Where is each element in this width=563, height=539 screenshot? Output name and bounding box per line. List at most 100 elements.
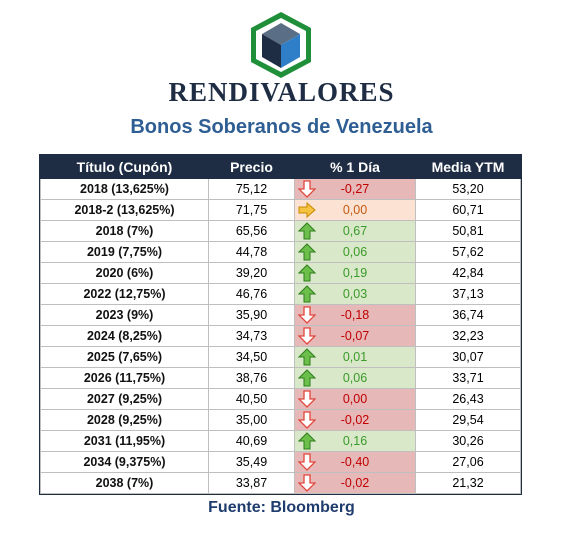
bond-change-cell: 0,16 [294, 430, 416, 452]
bond-change: -0,07 [340, 329, 370, 343]
bond-ytm: 37,13 [415, 283, 521, 305]
bond-change-cell: -0,27 [294, 178, 416, 200]
bond-price: 75,12 [208, 178, 295, 200]
bond-title: 2024 (8,25%) [40, 325, 209, 347]
bond-price: 40,69 [208, 430, 295, 452]
bond-ytm: 29,54 [415, 409, 521, 431]
bond-price: 44,78 [208, 241, 295, 263]
bond-title: 2018 (13,625%) [40, 178, 209, 200]
bond-title: 2020 (6%) [40, 262, 209, 284]
red-down-arrow-icon [298, 327, 316, 345]
bond-price: 40,50 [208, 388, 295, 410]
bond-change: -0,02 [340, 413, 370, 427]
bond-ytm: 33,71 [415, 367, 521, 389]
bond-price: 35,00 [208, 409, 295, 431]
bond-change: -0,27 [340, 182, 370, 196]
red-down-arrow-icon [298, 180, 316, 198]
bond-price: 35,49 [208, 451, 295, 473]
bond-change: 0,00 [342, 392, 368, 406]
green-up-arrow-icon [298, 369, 316, 387]
bond-title: 2023 (9%) [40, 304, 209, 326]
bond-change: 0,01 [342, 350, 368, 364]
table-row: 2027 (9,25%) 40,50 0,00 26,43 [40, 388, 521, 410]
table-row: 2019 (7,75%) 44,78 0,06 57,62 [40, 241, 521, 263]
bond-change: 0,06 [342, 245, 368, 259]
bond-title: 2018-2 (13,625%) [40, 199, 209, 221]
bond-change-cell: -0,07 [294, 325, 416, 347]
green-up-arrow-icon [298, 222, 316, 240]
rendivalores-logo [251, 12, 311, 78]
red-down-arrow-icon [298, 306, 316, 324]
green-up-arrow-icon [298, 285, 316, 303]
bond-ytm: 36,74 [415, 304, 521, 326]
bond-change-cell: 0,06 [294, 241, 416, 263]
bond-change-cell: 0,00 [294, 199, 416, 221]
bond-title: 2027 (9,25%) [40, 388, 209, 410]
bond-ytm: 57,62 [415, 241, 521, 263]
table-row: 2026 (11,75%) 38,76 0,06 33,71 [40, 367, 521, 389]
bond-price: 38,76 [208, 367, 295, 389]
table-row: 2025 (7,65%) 34,50 0,01 30,07 [40, 346, 521, 368]
bond-title: 2022 (12,75%) [40, 283, 209, 305]
bond-price: 33,87 [208, 472, 295, 494]
bond-title: 2018 (7%) [40, 220, 209, 242]
bond-ytm: 30,07 [415, 346, 521, 368]
table-header-row: Título (Cupón) Precio % 1 Día Media YTM [40, 155, 521, 179]
bond-ytm: 27,06 [415, 451, 521, 473]
table-row: 2023 (9%) 35,90 -0,18 36,74 [40, 304, 521, 326]
bond-price: 39,20 [208, 262, 295, 284]
column-header-ytm: Media YTM [415, 155, 521, 179]
table-row: 2024 (8,25%) 34,73 -0,07 32,23 [40, 325, 521, 347]
bond-change-cell: 0,00 [294, 388, 416, 410]
bond-ytm: 21,32 [415, 472, 521, 494]
bond-change: -0,02 [340, 476, 370, 490]
bond-title: 2038 (7%) [40, 472, 209, 494]
table-row: 2018-2 (13,625%) 71,75 0,00 60,71 [40, 199, 521, 221]
column-header-title: Título (Cupón) [40, 155, 209, 179]
bond-ytm: 53,20 [415, 178, 521, 200]
bond-change-cell: 0,03 [294, 283, 416, 305]
bond-title: 2034 (9,375%) [40, 451, 209, 473]
bond-change: 0,67 [342, 224, 368, 238]
bond-change: 0,06 [342, 371, 368, 385]
green-up-arrow-icon [298, 264, 316, 282]
table-row: 2038 (7%) 33,87 -0,02 21,32 [40, 472, 521, 494]
green-up-arrow-icon [298, 348, 316, 366]
bond-title: 2028 (9,25%) [40, 409, 209, 431]
bond-change: -0,40 [340, 455, 370, 469]
bond-change-cell: -0,02 [294, 472, 416, 494]
bond-title: 2025 (7,65%) [40, 346, 209, 368]
page-title: Bonos Soberanos de Venezuela [130, 116, 433, 138]
green-up-arrow-icon [298, 243, 316, 261]
bond-ytm: 50,81 [415, 220, 521, 242]
table-row: 2018 (13,625%) 75,12 -0,27 53,20 [40, 178, 521, 200]
orange-right-arrow-icon [298, 201, 316, 219]
red-down-arrow-icon [298, 453, 316, 471]
table-row: 2028 (9,25%) 35,00 -0,02 29,54 [40, 409, 521, 431]
bond-change-cell: 0,01 [294, 346, 416, 368]
table-row: 2031 (11,95%) 40,69 0,16 30,26 [40, 430, 521, 452]
bond-ytm: 26,43 [415, 388, 521, 410]
bond-ytm: 30,26 [415, 430, 521, 452]
brand-name: RENDIVALORES [168, 77, 395, 107]
bond-title: 2026 (11,75%) [40, 367, 209, 389]
bond-price: 46,76 [208, 283, 295, 305]
column-header-change: % 1 Día [294, 155, 416, 179]
bond-change-cell: -0,40 [294, 451, 416, 473]
bond-title: 2019 (7,75%) [40, 241, 209, 263]
bond-change: 0,19 [342, 266, 368, 280]
bond-change: 0,00 [342, 203, 368, 217]
red-down-arrow-icon [298, 390, 316, 408]
green-up-arrow-icon [298, 432, 316, 450]
table-row: 2022 (12,75%) 46,76 0,03 37,13 [40, 283, 521, 305]
bond-change: 0,16 [342, 434, 368, 448]
source-note: Fuente: Bloomberg [208, 499, 355, 516]
bond-ytm: 32,23 [415, 325, 521, 347]
bond-price: 34,50 [208, 346, 295, 368]
bond-change-cell: -0,02 [294, 409, 416, 431]
red-down-arrow-icon [298, 474, 316, 492]
bond-price: 71,75 [208, 199, 295, 221]
bond-ytm: 42,84 [415, 262, 521, 284]
bond-change-cell: 0,67 [294, 220, 416, 242]
red-down-arrow-icon [298, 411, 316, 429]
